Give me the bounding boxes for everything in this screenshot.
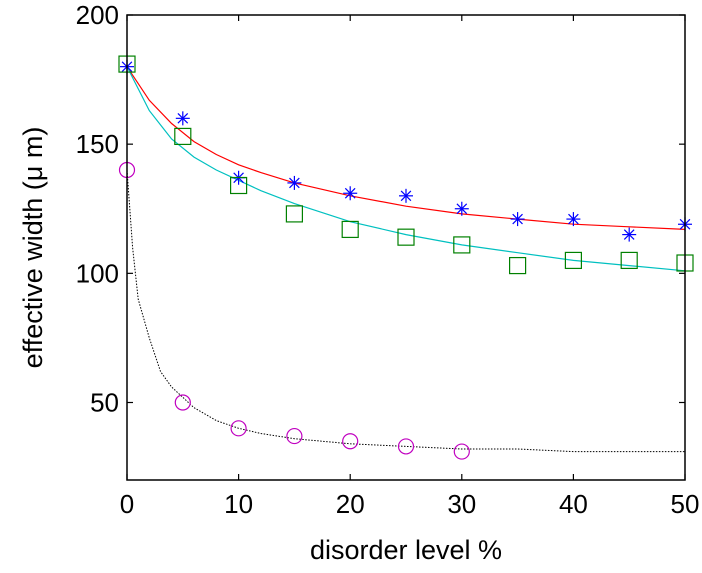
star-marker [510, 212, 525, 227]
x-tick-label: 0 [120, 489, 134, 519]
circle-marker [230, 420, 247, 437]
x-tick-label: 10 [224, 489, 253, 519]
square-marker [174, 127, 192, 146]
star-marker-stroke [344, 187, 356, 199]
star-marker-stroke [456, 203, 468, 215]
x-tick-label: 50 [671, 489, 700, 519]
x-tick-label: 40 [559, 489, 588, 519]
plot-content [118, 55, 694, 460]
star-marker [622, 227, 637, 242]
series-3-line [126, 66, 686, 230]
square-marker [564, 251, 583, 270]
y-axis-title: effective width (μ m) [18, 127, 48, 369]
star-marker [343, 186, 358, 201]
square-marker [453, 236, 471, 254]
star-marker-stroke [623, 229, 635, 240]
circle-marker [397, 438, 415, 455]
square-marker [620, 251, 638, 270]
circle-marker [286, 427, 303, 445]
square-marker [397, 228, 415, 246]
star-marker-stroke [512, 213, 523, 225]
star-marker [287, 175, 302, 190]
star-marker-stroke [177, 113, 189, 124]
y-tick-label: 50 [90, 388, 119, 418]
x-axis-ticks: 0 10 20 30 40 50 [120, 15, 700, 519]
star-marker-stroke [289, 177, 300, 189]
star-marker [566, 212, 581, 227]
square-marker [230, 176, 248, 195]
star-marker-stroke [568, 213, 579, 225]
x-tick-label: 20 [336, 489, 365, 519]
star-marker [399, 188, 413, 203]
series-5-line [126, 169, 685, 453]
circle-marker [342, 433, 359, 450]
square-marker [341, 220, 359, 239]
x-tick-label: 30 [447, 489, 476, 519]
circle-marker [453, 443, 470, 460]
star-marker [175, 111, 190, 126]
series-4-line [126, 66, 686, 272]
star-marker [454, 201, 469, 216]
star-marker-stroke [400, 190, 412, 202]
x-axis-title: disorder level % [310, 535, 502, 565]
square-marker [285, 205, 303, 223]
square-marker [509, 256, 527, 275]
plot-frame [126, 14, 686, 481]
y-tick-label: 200 [76, 0, 119, 30]
circle-marker [174, 394, 191, 411]
y-tick-label: 100 [76, 258, 119, 288]
y-tick-label: 150 [76, 129, 119, 159]
y-axis-ticks: 50 100 150 200 [76, 0, 685, 418]
